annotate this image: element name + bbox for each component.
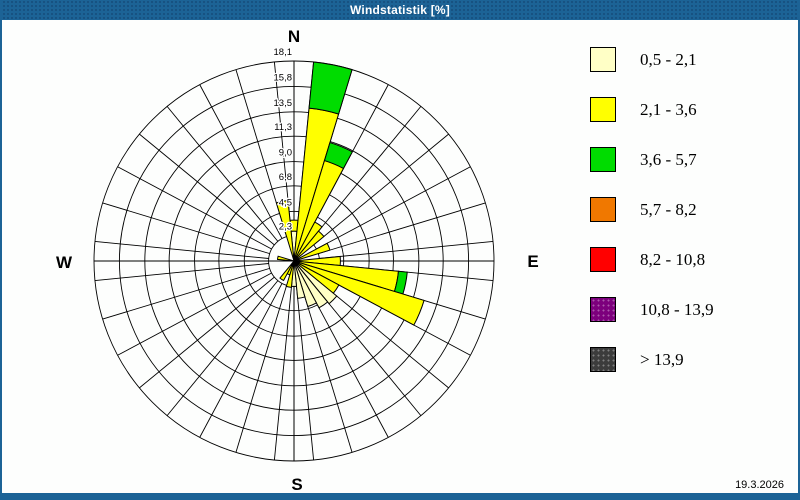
legend-item: 5,7 - 8,2 — [590, 197, 790, 222]
svg-text:S: S — [291, 475, 302, 493]
legend-item: 3,6 - 5,7 — [590, 147, 790, 172]
legend-label-bin3: 5,7 - 8,2 — [640, 199, 697, 219]
legend-swatch-bin0 — [590, 47, 616, 72]
legend-item: 2,1 - 3,6 — [590, 97, 790, 122]
legend-label-bin0: 0,5 - 2,1 — [640, 49, 697, 69]
svg-text:15,8: 15,8 — [274, 72, 293, 83]
svg-text:E: E — [527, 252, 538, 271]
legend-swatch-bin6 — [590, 347, 616, 372]
wind-rose-chart: 2,3 4,5 6,8 9,0 11,3 13,5 15,8 18,1 N E S W — [2, 20, 574, 493]
svg-text:11,3: 11,3 — [274, 122, 292, 133]
legend-item: 0,5 - 2,1 — [590, 47, 790, 72]
svg-text:13,5: 13,5 — [274, 98, 293, 109]
legend-swatch-bin1 — [590, 97, 616, 122]
legend-label-bin4: 8,2 - 10,8 — [640, 249, 706, 269]
window-title: Windstatistik [%] — [350, 3, 450, 17]
svg-text:N: N — [288, 27, 300, 46]
svg-text:2,3: 2,3 — [279, 222, 292, 233]
svg-text:6,8: 6,8 — [279, 172, 292, 183]
svg-text:18,1: 18,1 — [274, 47, 293, 58]
legend-label-bin1: 2,1 - 3,6 — [640, 99, 697, 119]
wind-rose-svg: 2,3 4,5 6,8 9,0 11,3 13,5 15,8 18,1N E S W — [56, 27, 539, 493]
svg-text:4,5: 4,5 — [279, 197, 292, 208]
legend-item: 8,2 - 10,8 — [590, 247, 790, 272]
legend-label-bin2: 3,6 - 5,7 — [640, 149, 697, 169]
legend-label-bin6: > 13,9 — [640, 349, 684, 369]
svg-text:9,0: 9,0 — [279, 148, 292, 159]
legend-item: > 13,9 — [590, 347, 790, 372]
legend-label-bin5: 10,8 - 13,9 — [640, 299, 714, 319]
svg-text:W: W — [56, 253, 73, 272]
legend: 0,5 - 2,1 2,1 - 3,6 3,6 - 5,7 5,7 - 8,2 … — [590, 47, 790, 397]
legend-swatch-bin2 — [590, 147, 616, 172]
date-label: 19.3.2026 — [735, 479, 784, 491]
legend-swatch-bin4 — [590, 247, 616, 272]
bottom-bar — [2, 493, 798, 500]
legend-item: 10,8 - 13,9 — [590, 297, 790, 322]
legend-swatch-bin5 — [590, 297, 616, 322]
title-bar: Windstatistik [%] — [2, 0, 798, 20]
legend-swatch-bin3 — [590, 197, 616, 222]
